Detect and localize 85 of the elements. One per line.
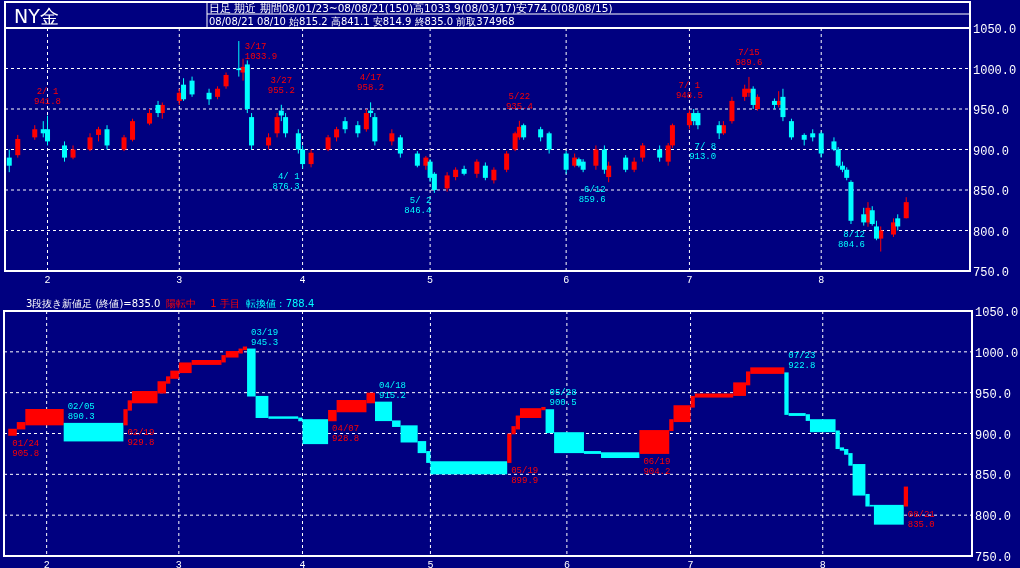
y-tick-label: 750.0 — [973, 266, 1010, 280]
annotation: 04/07 928.8 — [332, 424, 360, 445]
x-tick-label: 3 — [175, 560, 182, 568]
x-tick-label: 5 — [427, 560, 434, 568]
annotation: 4/ 1 876.3 — [272, 171, 300, 192]
candlestick — [818, 131, 824, 159]
y-tick-label: 950.0 — [975, 387, 1012, 402]
candlestick — [15, 134, 21, 159]
x-tick-label: 8 — [819, 560, 826, 568]
x-tick-label: 2 — [44, 275, 51, 286]
annotation: 8/12 804.6 — [837, 229, 865, 250]
y-tick-label: 800.0 — [975, 510, 1012, 525]
y-tick-label: 1000.0 — [973, 63, 1017, 78]
annotation: 4/17 958.2 — [357, 73, 385, 94]
chart-title: NY金 — [14, 5, 59, 27]
text: 08/08/21 08/10 始815.2 高841.1 安814.9 終835.0 前取374968 — [209, 16, 515, 27]
annotation: 5/22 935.4 — [505, 91, 533, 112]
candlestick — [342, 116, 348, 134]
annotation: 7/ 8 913.0 — [689, 141, 717, 162]
y-tick-label: 900.0 — [973, 144, 1010, 159]
text: 1 手目 — [210, 298, 240, 309]
y-tick-label: 850.0 — [973, 185, 1010, 199]
candlestick — [546, 131, 552, 155]
annotation: 7/15 989.6 — [735, 47, 763, 68]
annotation: 3/27 955.2 — [267, 75, 295, 96]
x-tick-label: 6 — [563, 275, 570, 286]
y-tick-label: 1000.0 — [975, 346, 1019, 361]
annotation: 02/05 890.3 — [67, 401, 95, 422]
candlestick — [504, 150, 510, 173]
candlestick — [62, 140, 68, 163]
text: 転換値 : 788.4 — [245, 298, 315, 309]
x-tick-label: 7 — [687, 560, 694, 568]
candlestick — [104, 124, 110, 150]
candlestick — [444, 171, 450, 193]
candlestick — [45, 115, 51, 146]
candlestick — [601, 144, 607, 175]
annotation: 08/21 835.0 — [907, 509, 935, 530]
x-tick-label: 4 — [299, 560, 306, 568]
x-tick-label: 4 — [299, 275, 306, 286]
annotation: 3/17 1033.9 — [244, 42, 278, 63]
annotation: 02/19 929.8 — [127, 428, 155, 449]
y-tick-label: 950.0 — [973, 104, 1010, 118]
annotation: 04/18 915.2 — [379, 380, 407, 401]
annotation: 2/ 1 941.8 — [34, 86, 62, 107]
x-tick-label: 5 — [427, 275, 434, 286]
y-tick-label: 750.0 — [975, 551, 1012, 565]
candlestick — [890, 217, 896, 238]
annotation: 07/23 922.8 — [788, 351, 816, 372]
annotation: 05/19 899.9 — [511, 465, 539, 486]
chart-subtitle: 日足 期近 期間08/01/23~08/08/21(150)高1033.9(08/03/17)安774.0(08/08/15) — [209, 2, 613, 14]
x-tick-label: 3 — [176, 275, 183, 286]
candlestick — [189, 76, 195, 98]
y-tick-label: 850.0 — [975, 469, 1012, 484]
candlestick — [363, 108, 369, 133]
x-tick-label: 7 — [686, 275, 693, 286]
annotation: 5/ 2 846.4 — [404, 195, 432, 216]
candlestick — [397, 134, 403, 159]
candlestick — [130, 118, 136, 142]
annotation: 03/19 945.3 — [251, 327, 279, 348]
x-tick-label: 2 — [43, 560, 50, 568]
candlestick — [729, 96, 735, 125]
candlestick — [563, 150, 569, 175]
candlestick — [274, 112, 280, 138]
annotation: 06/19 904.2 — [643, 456, 671, 477]
text: 陽転中 — [166, 298, 197, 309]
candlestick — [640, 142, 646, 163]
candlestick — [181, 77, 187, 102]
candlestick — [6, 149, 12, 173]
annotation: 05/28 900.5 — [549, 388, 577, 409]
y-tick-label: 900.0 — [975, 428, 1012, 443]
candlestick — [389, 128, 395, 146]
x-tick-label: 8 — [818, 275, 825, 286]
candlestick — [593, 144, 599, 171]
candlestick — [746, 76, 752, 98]
candlestick — [474, 158, 480, 179]
y-tick-label: 1050.0 — [973, 23, 1017, 37]
annotation: 7/ 1 948.5 — [675, 81, 703, 102]
annotation: 01/24 905.8 — [12, 438, 40, 459]
annotation: 6/12 859.6 — [578, 185, 606, 206]
y-tick-label: 1050.0 — [975, 306, 1019, 320]
chart-title: 3段抜き新値足 (終値)=835.0 — [26, 298, 161, 309]
y-tick-label: 800.0 — [973, 225, 1010, 240]
x-tick-label: 6 — [563, 560, 570, 568]
candlestick — [206, 88, 212, 106]
candlestick — [788, 118, 794, 141]
